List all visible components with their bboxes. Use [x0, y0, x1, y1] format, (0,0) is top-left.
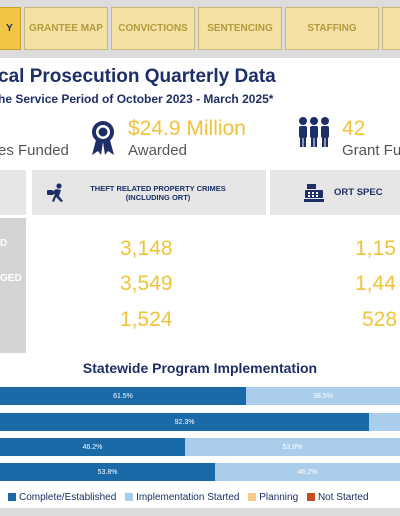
legend-label: Complete/Established	[19, 492, 117, 503]
bar-segment-complete: 92.3%	[0, 413, 370, 431]
implementation-bar-row: 46.2% 53.8%	[0, 438, 400, 456]
theft-value-0: 3,148	[120, 237, 173, 260]
bar-segment-complete: 46.2%	[0, 438, 185, 456]
tab-staffing[interactable]: STAFFING	[285, 7, 379, 50]
legend-swatch-started	[125, 493, 134, 501]
implementation-bar-row: 61.5% 38.5%	[0, 387, 400, 405]
bottom-strip	[0, 508, 400, 516]
left-label-column	[0, 218, 26, 353]
tab-bar: Y GRANTEE MAP CONVICTIONS SENTENCING STA…	[0, 0, 400, 58]
ort-value-0: 1,15	[355, 237, 396, 260]
tab-convictions[interactable]: CONVICTIONS	[111, 7, 195, 50]
row-label-1: GED	[0, 273, 22, 284]
left-header-cell	[0, 170, 26, 215]
tab-label: GRANTEE MAP	[29, 23, 103, 34]
page-title: cal Prosecution Quarterly Data	[0, 66, 276, 87]
implementation-title: Statewide Program Implementation	[82, 360, 318, 376]
funded-label: es Funded	[0, 142, 69, 159]
tab-sentencing[interactable]: SENTENCING	[198, 7, 282, 50]
theft-card-header: THEFT RELATED PROPERTY CRIMES (INCLUDING…	[32, 170, 266, 215]
ort-card-label: ORT SPEC	[334, 187, 383, 198]
legend-swatch-planning	[248, 493, 257, 501]
legend-swatch-complete	[8, 493, 16, 501]
theft-card-label: THEFT RELATED PROPERTY CRIMES (INCLUDING…	[90, 183, 226, 202]
ort-value-2: 528	[362, 308, 398, 331]
award-value: $24.9 Million	[128, 117, 246, 140]
tab-label: STAFFING	[307, 23, 357, 34]
bar-segment-started: 46.2%	[215, 463, 400, 481]
bar-segment-complete: 61.5%	[0, 387, 246, 405]
legend-swatch-not-started	[306, 493, 315, 501]
ort-value-1: 1,44	[355, 272, 396, 295]
legend-label: Implementation Started	[136, 492, 240, 503]
tab-label: CONVICTIONS	[118, 23, 188, 34]
legend-item-not-started: Not Started	[306, 492, 369, 503]
implementation-legend: Complete/Established Implementation Star…	[8, 492, 375, 503]
theft-value-2: 1,524	[120, 308, 173, 331]
ribbon-award-icon	[92, 121, 114, 155]
grant-label: Grant Fu	[342, 142, 400, 159]
ort-card-header: ORT SPEC	[270, 170, 400, 215]
bar-segment-started	[369, 413, 400, 431]
tab-label: SENTENCING	[207, 23, 273, 34]
page-subtitle: he Service Period of October 2023 - Marc…	[0, 92, 274, 106]
legend-item-started: Implementation Started	[125, 492, 239, 503]
implementation-bar-row: 53.8% 46.2%	[0, 463, 400, 481]
legend-label: Planning	[259, 492, 299, 503]
cash-register-icon	[304, 183, 324, 202]
bar-segment-started: 38.5%	[246, 387, 400, 405]
theft-value-1: 3,549	[120, 272, 173, 295]
running-thief-icon	[47, 182, 63, 202]
legend-item-planning: Planning	[248, 492, 298, 503]
grant-value: 42	[342, 117, 366, 140]
tab-summary[interactable]: Y	[0, 7, 21, 50]
bar-segment-started: 53.8%	[184, 438, 400, 456]
award-label: Awarded	[128, 142, 187, 159]
tab-more[interactable]	[382, 7, 400, 50]
legend-label: Not Started	[317, 492, 369, 503]
tab-grantee-map[interactable]: GRANTEE MAP	[24, 7, 108, 50]
legend-item-complete: Complete/Established	[8, 492, 116, 503]
tab-label: Y	[6, 23, 13, 34]
row-label-0: D	[0, 238, 8, 249]
people-group-icon	[299, 117, 329, 147]
implementation-bar-row: 92.3%	[0, 413, 400, 431]
bar-segment-complete: 53.8%	[0, 463, 216, 481]
